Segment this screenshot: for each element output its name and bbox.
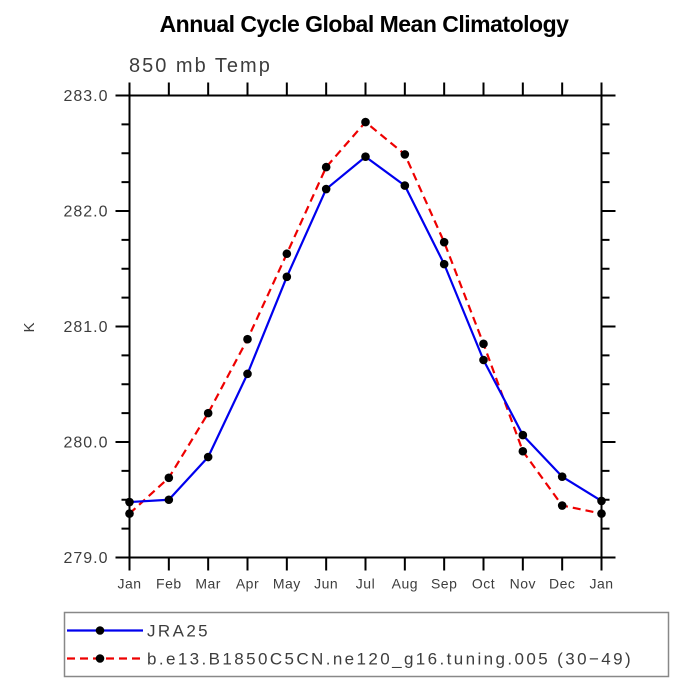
data-point-marker [282,249,292,259]
data-point-marker [479,355,488,365]
series-line-model [128,120,602,515]
data-point-marker [164,473,174,483]
data-point-marker [321,184,331,194]
y-tick-label: 279.0 [63,550,108,567]
data-point-marker [518,446,528,456]
data-point-marker [361,117,370,127]
chart-subtitle: 850 mb Temp [129,55,272,77]
data-point-marker [164,495,174,505]
data-point-marker [203,452,213,462]
x-tick-label: Nov [510,576,536,592]
data-point-marker [243,334,252,344]
data-point-marker [439,259,449,269]
data-point-marker [321,162,331,172]
x-tick-label: Feb [156,576,182,592]
y-axis-label: K [21,321,38,332]
x-tick-label: Dec [549,576,575,592]
data-point-marker [597,496,606,506]
x-tick-label: Jul [356,576,375,592]
data-point-marker [361,152,370,162]
y-tick-label: 283.0 [63,88,108,105]
data-point-marker [557,472,567,481]
chart-title: Annual Cycle Global Mean Climatology [160,11,570,37]
data-point-marker [597,509,606,518]
data-point-marker [518,430,528,440]
x-tick-label: Sep [431,576,457,592]
plot-frame [128,94,603,559]
x-tick-label: May [273,576,301,592]
y-tick-label: 280.0 [63,435,108,452]
y-tick-label: 281.0 [63,319,108,336]
legend-label-model: b.e13.B1850C5CN.ne120_g16.tuning.005 (30… [147,650,633,669]
data-point-marker [439,237,449,247]
data-point-marker [400,150,410,159]
series-line-jra25 [129,155,603,504]
legend-marker-jra25 [95,626,105,635]
data-point-marker [282,272,292,282]
data-series [125,117,606,518]
x-tick-label: Jan [117,576,141,592]
legend-box: JRA25 b.e13.B1850C5CN.ne120_g16.tuning.0… [63,611,670,678]
legend-label-jra25: JRA25 [147,622,210,641]
x-tick-label: Oct [472,576,495,592]
x-tick-label: Jan [589,576,613,592]
data-point-marker [203,408,213,418]
data-point-marker [479,339,488,349]
legend-border [63,611,670,678]
x-tick-label: Apr [236,576,259,592]
data-point-marker [125,497,134,507]
plot-axes: Jan Feb Mar Apr May Jun Jul Aug Sep Oct Nov Dec Jan 2… [63,82,616,592]
data-point-marker [400,181,410,190]
y-tick-label: 282.0 [63,204,108,221]
x-tick-label: Mar [195,576,221,592]
data-point-marker [125,509,134,518]
data-point-marker [243,369,252,379]
x-tick-label: Jun [314,576,338,592]
legend-marker-model [95,654,105,663]
data-point-marker [557,501,567,510]
x-tick-label: Aug [392,576,418,592]
